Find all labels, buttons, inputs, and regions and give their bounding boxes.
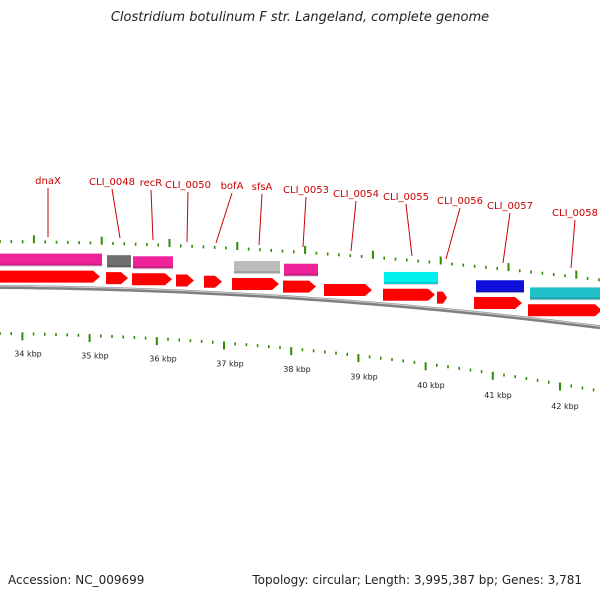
- feature-block: [133, 256, 173, 269]
- cds-arrow: [232, 277, 279, 290]
- scale-label: 42 kbp: [551, 402, 579, 411]
- feature-block: [476, 280, 524, 293]
- feature-block-shade: [0, 263, 102, 267]
- genome-backbone: [0, 285, 600, 330]
- scale-label: 37 kbp: [216, 359, 244, 368]
- feature-block-shade: [476, 290, 524, 294]
- gene-label: recR: [140, 178, 163, 189]
- gene-label: CLI_0055: [383, 192, 429, 203]
- gene-leader-line: [186, 191, 189, 243]
- cds-arrow: [0, 270, 100, 283]
- cds-arrow: [324, 283, 372, 296]
- scale-label: 41 kbp: [484, 391, 512, 400]
- gene-leader-line: [570, 219, 576, 269]
- feature-block: [234, 261, 280, 274]
- gene-leader-line: [111, 188, 121, 239]
- feature-block-shade: [107, 265, 131, 269]
- feature-block: [384, 271, 438, 284]
- feature-block-shade: [284, 273, 318, 277]
- gene-label: CLI_0057: [487, 201, 533, 212]
- feature-block-shade: [384, 281, 438, 285]
- scale-label: 34 kbp: [14, 349, 42, 358]
- gene-leader-line: [150, 189, 154, 241]
- gene-leader-line: [302, 196, 307, 248]
- feature-block-shade: [133, 266, 173, 270]
- feature-block: [284, 263, 318, 276]
- gene-label: CLI_0056: [437, 196, 483, 207]
- gene-label: CLI_0050: [165, 180, 211, 191]
- gene-label: CLI_0048: [89, 177, 135, 188]
- feature-block: [530, 287, 600, 300]
- cds-arrow: [383, 288, 435, 301]
- scale-label: 38 kbp: [283, 365, 311, 374]
- gene-label: bofA: [221, 181, 244, 192]
- gene-label: CLI_0053: [283, 185, 329, 196]
- scale-label: 35 kbp: [81, 351, 109, 360]
- scale-label: 36 kbp: [149, 355, 177, 364]
- cds-arrow: [176, 274, 194, 287]
- gene-leader-line: [445, 207, 461, 260]
- cds-arrow: [528, 304, 600, 317]
- scale-label: 40 kbp: [417, 381, 445, 390]
- cds-arrow: [106, 272, 128, 285]
- scale-label: 39 kbp: [350, 372, 378, 381]
- feature-block: [107, 255, 131, 268]
- gene-label: CLI_0058: [552, 208, 598, 219]
- gene-label: CLI_0054: [333, 189, 379, 200]
- genome-title: Clostridium botulinum F str. Langeland, …: [110, 10, 490, 25]
- feature-block: [0, 253, 102, 266]
- gene-leader-line: [258, 193, 263, 246]
- feature-block-shade: [530, 297, 600, 301]
- cds-arrow: [283, 280, 316, 293]
- gene-leader-line: [350, 200, 357, 252]
- gene-leader-line: [215, 192, 233, 244]
- gene-label: sfsA: [252, 182, 273, 193]
- gene-leader-line: [405, 203, 413, 257]
- genome-backbone-highlight: [0, 285, 600, 327]
- cds-arrow: [204, 275, 222, 288]
- cds-arrow: [474, 297, 522, 310]
- cds-arrow: [437, 291, 447, 304]
- gene-label: dnaX: [35, 176, 61, 187]
- accession-text: Accession: NC_009699: [8, 573, 145, 587]
- gene-leader-line: [502, 212, 511, 264]
- genome-summary-text: Topology: circular; Length: 3,995,387 bp…: [252, 573, 582, 587]
- feature-block-shade: [234, 271, 280, 275]
- cds-arrow: [132, 273, 172, 286]
